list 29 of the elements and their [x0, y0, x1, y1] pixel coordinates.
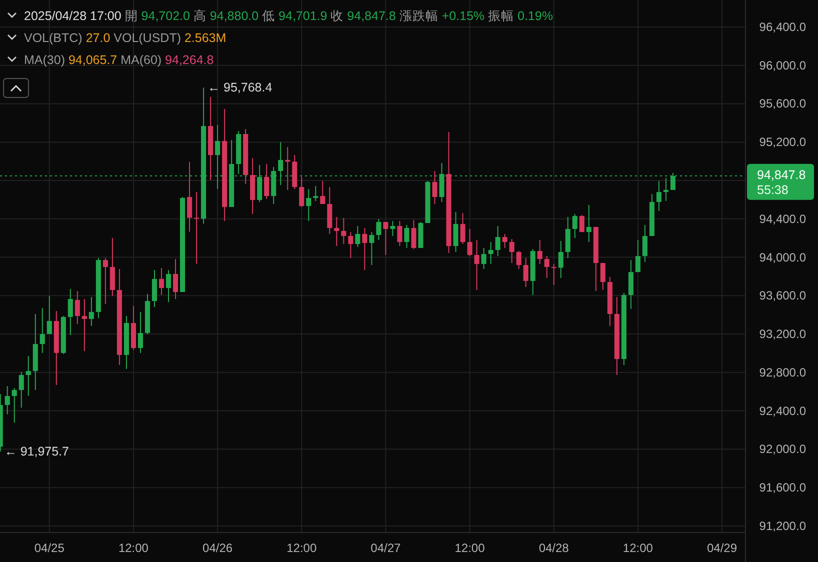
x-tick-label: 04/29 [706, 541, 738, 555]
x-tick-label: 12:00 [454, 541, 486, 555]
text: 55:38 [757, 182, 788, 197]
y-tick-label: 91,200.0 [759, 518, 806, 533]
y-tick-label: 93,600.0 [759, 288, 806, 303]
y-tick-label: 96,000.0 [759, 58, 806, 72]
y-tick-label: 91,600.0 [759, 480, 806, 495]
annotation: ← 95,768.4 [208, 80, 272, 95]
y-tick-label: 96,400.0 [759, 20, 806, 34]
chart-title: 2025/04/28 17:00 開 94,702.0 高 94,880.0 低 94,701.9 收 94,847.8 漲跌幅 +0.15% 振幅 0.19% [24, 9, 553, 23]
x-tick-label: 04/28 [538, 541, 570, 555]
x-tick-label: 04/26 [202, 541, 233, 555]
x-tick-label: 12:00 [622, 541, 654, 555]
annotation: MA(30) 94,065.7 MA(60) 94,264.8 [24, 53, 214, 67]
annotation: ← 91,975.7 [4, 444, 70, 459]
x-tick-label: 12:00 [118, 541, 149, 555]
y-tick-label: 95,200.0 [759, 135, 806, 150]
x-tick-label: 12:00 [286, 541, 317, 555]
x-tick-label: 04/27 [370, 541, 402, 555]
y-tick-label: 92,000.0 [759, 442, 806, 456]
y-tick-label: 92,400.0 [759, 404, 806, 418]
y-tick-label: 94,000.0 [759, 250, 806, 264]
y-tick-label: 92,800.0 [759, 365, 806, 380]
text: VOL(BTC) 27.0 VOL(USDT) 2.563M [24, 31, 226, 45]
y-tick-label: 93,200.0 [759, 327, 806, 342]
y-tick-label: 94,400.0 [759, 212, 806, 226]
y-tick-label: 95,600.0 [759, 96, 806, 111]
x-tick-label: 04/25 [34, 541, 65, 555]
ref-line-label: 94,847.8 [757, 168, 806, 182]
